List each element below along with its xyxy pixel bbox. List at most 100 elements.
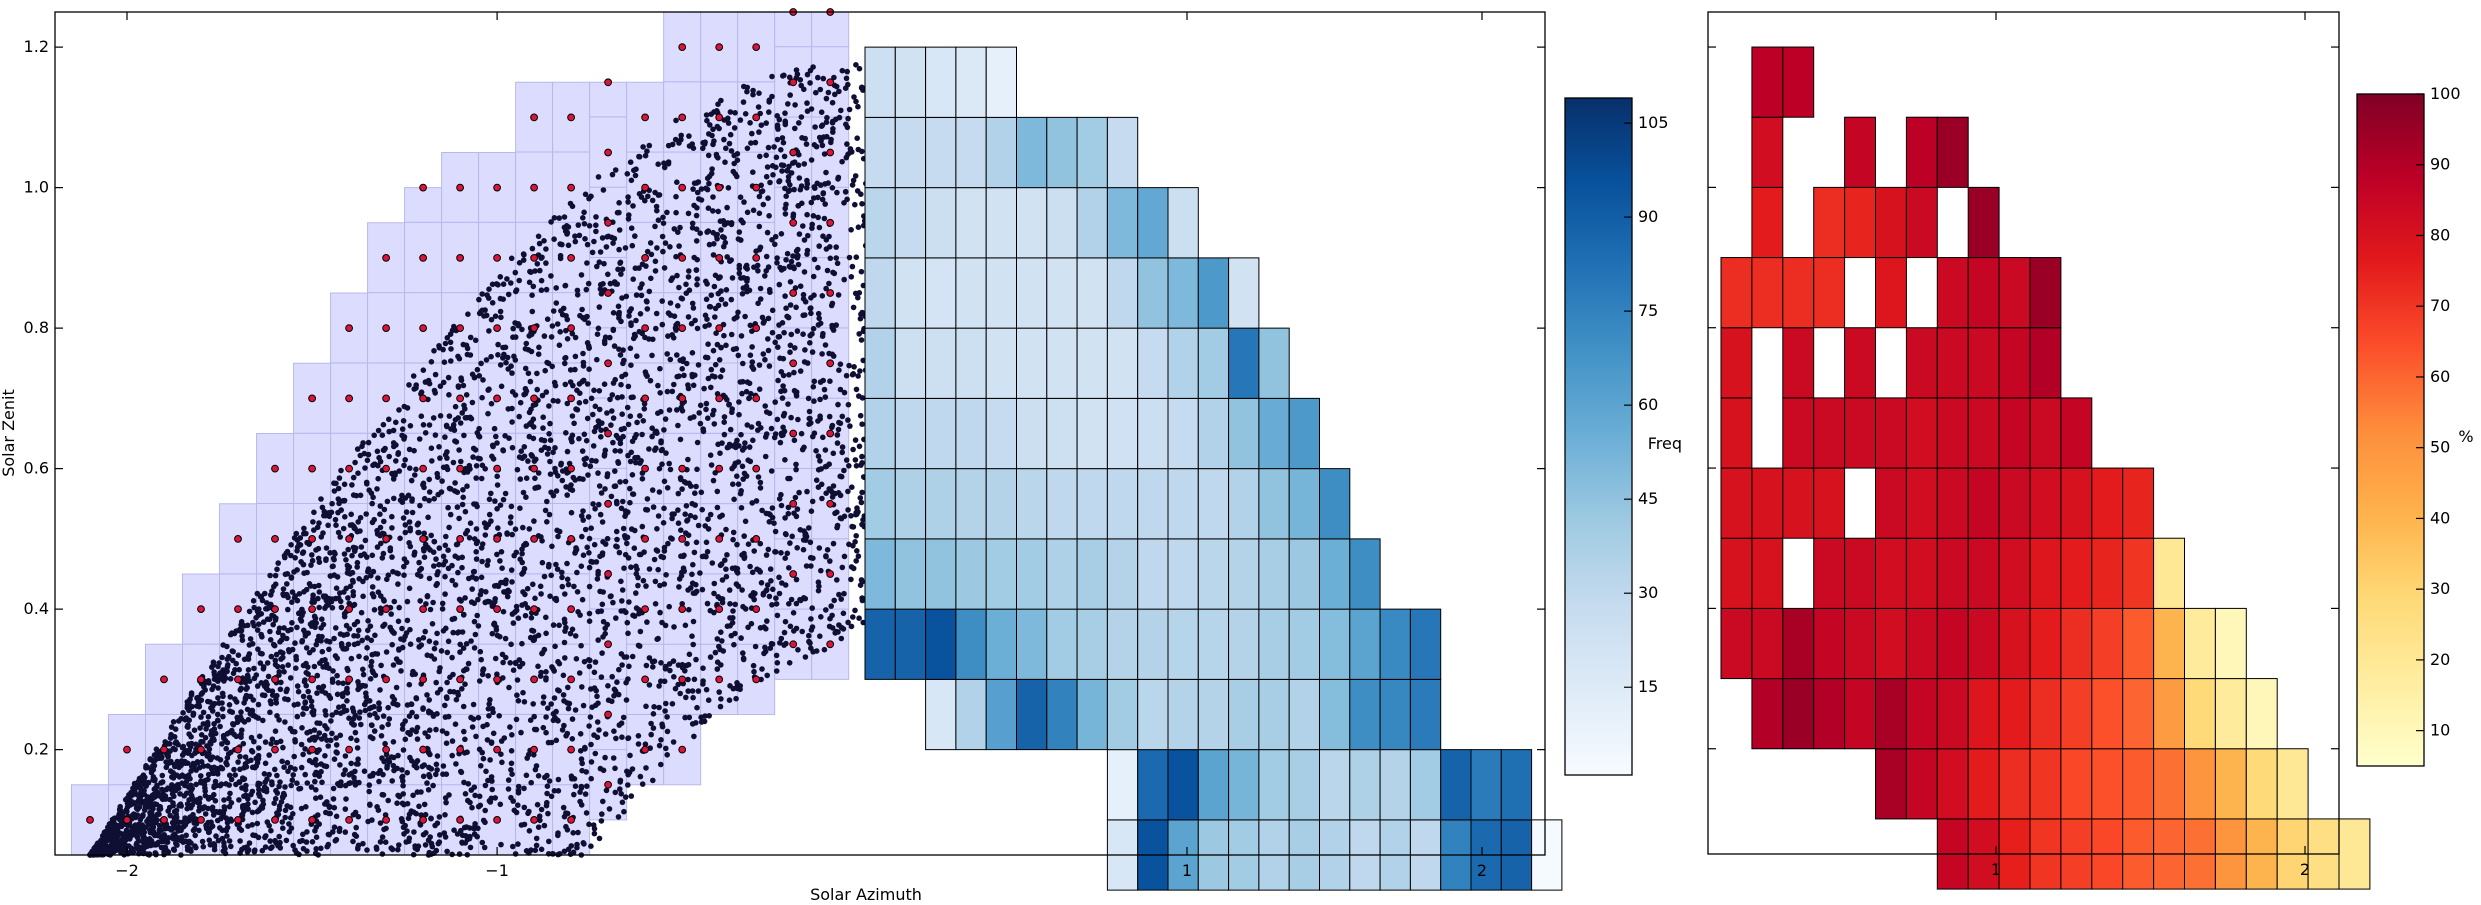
sample-point [664,209,670,216]
sample-point [474,612,481,619]
sample-point [750,87,756,94]
sample-point [169,791,176,797]
sample-point [299,837,306,844]
sample-point [547,437,554,444]
sample-point [802,135,808,142]
sample-point [823,553,829,559]
sample-point [834,577,840,583]
sample-point [710,194,716,200]
sample-point [442,591,448,597]
sample-point [471,645,478,651]
sample-point [238,734,244,740]
sample-point [377,605,384,612]
sample-point [440,628,447,634]
sample-point [247,636,254,642]
sample-point [476,793,483,800]
sample-point [448,346,454,352]
sample-point [362,683,369,689]
sample-point [528,421,534,428]
sample-point [482,782,489,789]
sample-point [800,291,807,298]
sample-point [365,627,371,634]
sample-point [780,162,787,169]
sample-point [472,374,478,381]
sample-point [237,687,244,693]
sample-point [804,360,811,366]
sample-point [558,462,564,468]
sample-point [829,99,836,106]
sample-point [722,159,728,165]
sample-point [188,692,195,698]
sample-point [531,752,537,758]
sample-point [530,283,537,290]
sample-point [822,342,829,348]
sample-point [858,499,865,506]
sample-point [791,510,797,516]
sample-point [788,170,795,176]
sample-point [422,730,428,736]
sample-point [356,653,362,660]
sample-point [319,648,326,655]
sample-point [731,160,737,167]
sample-point [775,377,781,384]
sample-point [374,527,380,534]
sample-point [578,563,585,569]
sample-point [705,375,712,382]
sample-point [226,772,233,779]
sample-point [369,584,376,590]
sample-point [642,197,648,204]
sample-point [176,802,182,809]
sample-point [764,582,771,588]
sample-point [447,486,454,492]
sample-point [500,355,506,361]
sample-point [303,530,309,537]
sample-point [159,786,165,793]
sample-point [567,851,574,857]
sample-point [550,308,557,314]
sample-point [801,161,808,167]
sample-point [745,624,751,631]
sample-point [616,549,623,556]
sample-point [534,801,541,808]
sample-point [625,421,632,428]
sample-point [325,602,332,608]
sample-point [528,779,534,786]
sample-point [703,686,710,693]
sample-point [561,214,568,220]
sample-point [357,709,363,715]
sample-point [627,485,633,492]
sample-point [500,659,506,666]
sample-point [621,425,627,432]
sample-point [623,654,630,660]
sample-point [679,664,686,671]
sample-point [144,794,151,800]
sample-point [640,577,647,584]
sample-point [819,495,825,502]
sample-point [687,512,694,519]
sample-point [219,741,225,747]
sample-point [582,461,588,468]
sample-point [170,846,177,852]
sample-point [312,778,318,785]
sample-point [455,569,461,576]
sample-point [807,67,814,74]
sample-point [564,336,571,342]
sample-point [456,515,462,522]
sample-point [535,773,542,779]
sample-point [781,153,788,160]
sample-point [790,160,796,166]
sample-point [755,427,761,434]
sample-point [355,679,361,685]
sample-point [817,86,824,93]
sample-point [658,660,664,666]
sample-point [190,712,196,718]
sample-point [384,765,390,771]
sample-point [415,529,421,536]
sample-point [838,624,845,631]
sample-point [318,496,324,502]
sample-point [208,705,214,711]
sample-point [319,616,325,622]
sample-point [468,415,475,422]
sample-point [616,209,622,216]
sample-point [738,431,744,438]
